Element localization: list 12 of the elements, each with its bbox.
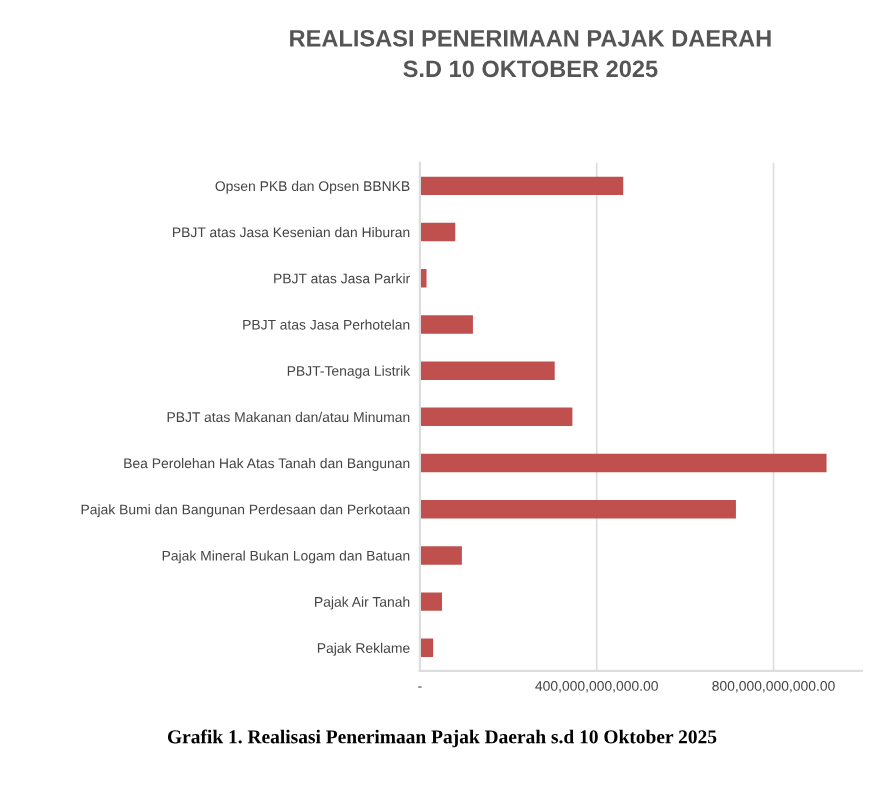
bar xyxy=(419,500,736,519)
bar xyxy=(419,361,555,380)
bar xyxy=(419,407,573,427)
chart-title: REALISASI PENERIMAAN PAJAK DAERAH S.D 10 OKTOBER 2025 xyxy=(290,29,771,78)
bar xyxy=(419,176,624,196)
bar xyxy=(419,453,827,473)
bar xyxy=(419,592,442,611)
bar xyxy=(419,222,456,242)
bar xyxy=(419,315,473,334)
bar xyxy=(419,546,462,565)
text: Grafik 1. Realisasi Penerimaan Pajak Daerah s.d 10 Oktober 2025 xyxy=(167,729,717,748)
bar xyxy=(419,269,427,288)
